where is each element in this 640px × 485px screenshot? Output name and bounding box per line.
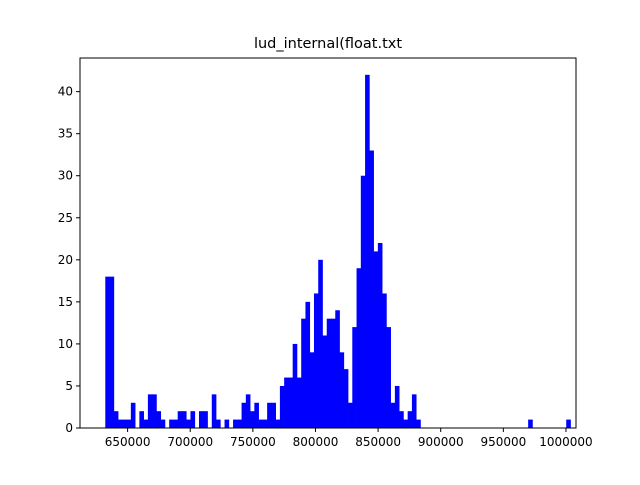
histogram-bar [241,402,247,428]
y-tick-label: 10 [58,337,73,351]
histogram-bar [169,419,174,428]
y-tick-label: 0 [65,421,73,435]
histogram-bar [109,276,115,428]
histogram-bar [403,419,409,428]
histogram-bar [322,335,328,428]
histogram-bar [275,419,281,428]
histogram-bar [211,394,217,428]
histogram-bar [416,419,421,428]
histogram-bar [245,394,251,428]
histogram-bar [305,301,311,428]
plot-frame [79,57,577,429]
histogram-bar [318,259,323,428]
histogram-bar [198,411,204,428]
histogram-bar [160,419,166,428]
histogram-bar [233,419,238,428]
histogram-bar [113,411,119,428]
x-tick-label: 850000 [355,435,401,449]
histogram-bar [365,74,370,428]
histogram-bar [313,293,319,428]
histogram-bar [301,318,306,428]
histogram-bar [126,419,132,428]
histogram-bar [181,411,187,428]
histogram-bar [118,419,123,428]
histogram-bar [152,394,157,428]
y-tick-label: 30 [58,169,73,183]
histogram-bar [143,419,149,428]
histogram-bar [411,394,417,428]
histogram-bar [173,419,179,428]
y-tick-label: 25 [58,211,73,225]
histogram-bar [284,377,289,428]
y-tick-label: 20 [58,253,73,267]
histogram-bar [279,385,285,428]
histogram-bar [296,377,302,428]
histogram-bar [377,243,383,428]
histogram-bar [254,402,259,428]
histogram-bar [360,175,366,428]
histogram-bar [382,293,387,428]
x-tick-label: 650000 [105,435,151,449]
histogram-bar [390,402,396,428]
histogram-bar [407,411,413,428]
histogram-bar [250,411,255,428]
histogram-bar [130,402,136,428]
histogram-bar [186,419,191,428]
x-tick-label: 750000 [230,435,276,449]
histogram-bar [147,394,153,428]
histogram-bar [105,276,110,428]
y-tick-label: 15 [58,295,73,309]
x-tick-label: 700000 [167,435,213,449]
histogram-bar [356,268,362,428]
histogram-bar [237,419,242,428]
histogram-bar [373,251,379,428]
histogram-bar [258,419,264,428]
histogram-bar [528,419,533,428]
histogram-bar [348,402,353,428]
histogram-bar [156,411,162,428]
histogram-bar [386,327,391,428]
histogram-bar [271,402,276,428]
y-tick-label: 40 [58,85,73,99]
histogram-bar [566,419,571,428]
bars-layer [105,74,571,428]
x-tick-label: 950000 [480,435,526,449]
histogram-bar [369,150,374,428]
histogram-bar [343,369,349,428]
y-tick-label: 5 [65,379,73,393]
histogram-bar [190,411,196,428]
histogram-bar [326,318,332,428]
x-axis-ticks: 650000 700000 750000 800000 850000 900000 9500… [105,428,593,449]
histogram-bar [288,377,294,428]
histogram-bar [216,419,221,428]
histogram-bar [292,343,298,428]
histogram-bar [177,411,183,428]
histogram-bar [262,419,268,428]
x-tick-label: 800000 [293,435,339,449]
histogram-bar [139,411,144,428]
histogram-bar [335,310,340,428]
histogram-bar [309,352,315,428]
histogram-bar [331,318,336,428]
histogram-bar [224,419,230,428]
histogram-bar [399,411,404,428]
chart-title: lud_internal(float.txt [254,36,402,52]
histogram-bar [122,419,127,428]
y-axis-ticks: 0 5 10 15 20 25 30 35 40 [58,85,80,435]
y-tick-label: 35 [58,127,73,141]
histogram-bar [339,352,345,428]
x-tick-label: 1000000 [539,435,592,449]
histogram-bar [352,327,357,428]
x-tick-label: 900000 [418,435,464,449]
histogram-bar [203,411,208,428]
histogram-bar [267,402,272,428]
histogram-bar [394,385,400,428]
